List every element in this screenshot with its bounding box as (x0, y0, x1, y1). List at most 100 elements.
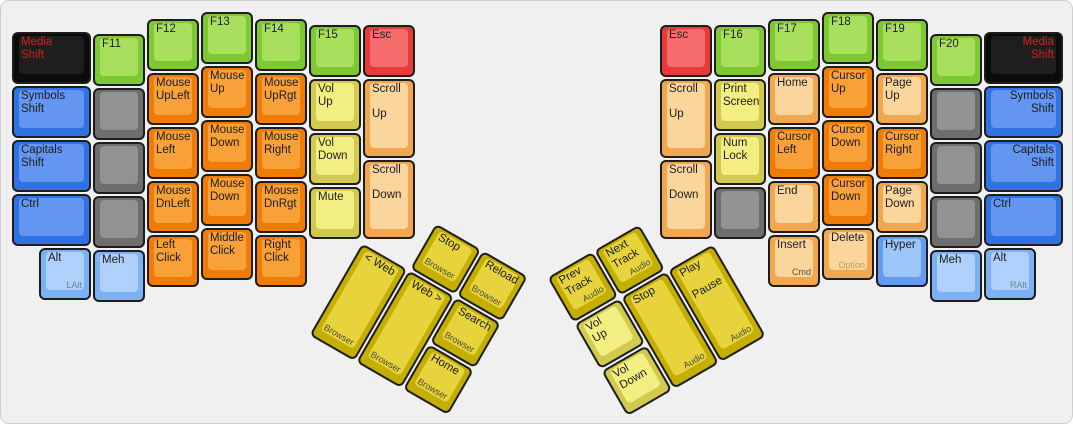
keycap-top-cursor-up: Cursor Up (829, 70, 867, 108)
keycap-top-delete: Delete Option (829, 232, 867, 270)
key-middle-click[interactable]: Middle Click (200, 227, 254, 281)
key-blank-right-1[interactable] (713, 186, 767, 240)
key-mouse-uprgt[interactable]: Mouse UpRgt (254, 72, 308, 126)
key-f18[interactable]: F18 (821, 11, 875, 65)
key-scroll-down-right[interactable]: Scroll Down (659, 159, 713, 240)
key-symbols-shift-left[interactable]: Symbols Shift (11, 85, 92, 139)
key-blank-right-4[interactable] (929, 195, 983, 249)
key-ctrl-left[interactable]: Ctrl (11, 193, 92, 247)
key-blank-left-2[interactable] (92, 141, 146, 195)
key-label-scroll-up-left: Scroll Up (372, 83, 401, 120)
key-alt-right[interactable]: Alt RAlt (983, 247, 1037, 301)
key-capitals-shift-right[interactable]: Capitals Shift (983, 139, 1064, 193)
keycap-blank-left-2 (93, 142, 145, 194)
key-mouse-down-1[interactable]: Mouse Down (200, 119, 254, 173)
key-f11[interactable]: F11 (92, 33, 146, 87)
key-esc-right[interactable]: Esc (659, 24, 713, 78)
keycap-top-blank-left-2 (100, 146, 138, 184)
key-sublabel-browser-search: Browser (442, 329, 477, 355)
key-mouse-up[interactable]: Mouse Up (200, 65, 254, 119)
key-meh-left[interactable]: Meh (92, 249, 146, 303)
key-label-symbols-shift-left: Symbols Shift (21, 90, 66, 115)
key-blank-left-1[interactable] (92, 87, 146, 141)
keycap-top-home: Home (775, 77, 813, 115)
key-f12[interactable]: F12 (146, 18, 200, 72)
keycap-f15: F15 (309, 25, 361, 77)
keycap-top-f12: F12 (154, 23, 192, 61)
key-blank-right-2[interactable] (929, 87, 983, 141)
key-label-esc-right: Esc (669, 29, 689, 41)
keycap-top-blank-left-3 (100, 200, 138, 238)
keycap-mouse-dnrgt: Mouse DnRgt (255, 181, 307, 233)
key-f14[interactable]: F14 (254, 18, 308, 72)
keycap-delete: Delete Option (822, 228, 874, 280)
keycap-mouse-upleft: Mouse UpLeft (147, 73, 199, 125)
key-f17[interactable]: F17 (767, 18, 821, 72)
keycap-top-f11: F11 (100, 38, 138, 76)
key-mouse-down-2[interactable]: Mouse Down (200, 173, 254, 227)
key-esc-left[interactable]: Esc (362, 24, 416, 78)
key-meh-right[interactable]: Meh (929, 249, 983, 303)
key-f19[interactable]: F19 (875, 18, 929, 72)
keycap-top-esc-right: Esc (667, 29, 705, 67)
keycap-cursor-left: Cursor Left (768, 127, 820, 179)
key-mouse-left[interactable]: Mouse Left (146, 126, 200, 180)
key-f15[interactable]: F15 (308, 24, 362, 78)
key-cursor-left[interactable]: Cursor Left (767, 126, 821, 180)
keycap-top-ctrl-left: Ctrl (19, 198, 84, 236)
keycap-top-capitals-shift-left: Capitals Shift (19, 144, 84, 182)
key-hyper[interactable]: Hyper (875, 234, 929, 288)
key-label-media-shift-left: Media Shift (21, 36, 53, 61)
key-mouse-dnrgt[interactable]: Mouse DnRgt (254, 180, 308, 234)
key-end[interactable]: End (767, 180, 821, 234)
key-print-screen[interactable]: Print Screen (713, 78, 767, 132)
keycap-media-shift-right: Media Shift (984, 32, 1063, 84)
key-f16[interactable]: F16 (713, 24, 767, 78)
key-right-click[interactable]: Right Click (254, 234, 308, 288)
keycap-top-vol-down-thumb: Vol Down (609, 352, 662, 405)
key-f13[interactable]: F13 (200, 11, 254, 65)
key-insert[interactable]: Insert Cmd (767, 234, 821, 288)
keycap-print-screen: Print Screen (714, 79, 766, 131)
keycap-top-symbols-shift-left: Symbols Shift (19, 90, 84, 128)
keycap-top-mouse-down-2: Mouse Down (208, 178, 246, 216)
key-mute[interactable]: Mute (308, 186, 362, 240)
keycap-top-vol-up-left: Vol Up (316, 83, 354, 121)
key-home[interactable]: Home (767, 72, 821, 126)
key-f20[interactable]: F20 (929, 33, 983, 87)
key-scroll-up-left[interactable]: Scroll Up (362, 78, 416, 159)
key-page-down[interactable]: Page Down (875, 180, 929, 234)
key-blank-left-3[interactable] (92, 195, 146, 249)
key-capitals-shift-left[interactable]: Capitals Shift (11, 139, 92, 193)
keycap-f12: F12 (147, 19, 199, 71)
key-label-f18: F18 (831, 16, 851, 28)
key-cursor-down-2[interactable]: Cursor Down (821, 173, 875, 227)
key-delete[interactable]: Delete Option (821, 227, 875, 281)
key-sublabel-browser-stop: Browser (422, 255, 457, 281)
key-num-lock[interactable]: Num Lock (713, 132, 767, 186)
key-blank-right-3[interactable] (929, 141, 983, 195)
keycap-top-browser-reload: Reload Browser (467, 257, 520, 310)
key-label-mouse-dnleft: Mouse DnLeft (156, 185, 191, 210)
key-media-shift-left[interactable]: Media Shift (11, 31, 92, 85)
key-symbols-shift-right[interactable]: Symbols Shift (983, 85, 1064, 139)
key-left-click[interactable]: Left Click (146, 234, 200, 288)
key-cursor-up[interactable]: Cursor Up (821, 65, 875, 119)
key-vol-down-left[interactable]: Vol Down (308, 132, 362, 186)
key-alt-left[interactable]: Alt LAlt (38, 247, 92, 301)
key-cursor-down-1[interactable]: Cursor Down (821, 119, 875, 173)
key-mouse-dnleft[interactable]: Mouse DnLeft (146, 180, 200, 234)
key-ctrl-right[interactable]: Ctrl (983, 193, 1064, 247)
key-mouse-upleft[interactable]: Mouse UpLeft (146, 72, 200, 126)
key-label-f12: F12 (156, 23, 176, 35)
key-page-up[interactable]: Page Up (875, 72, 929, 126)
key-scroll-down-left[interactable]: Scroll Down (362, 159, 416, 240)
key-label-f19: F19 (885, 23, 905, 35)
keycap-right-click: Right Click (255, 235, 307, 287)
key-media-shift-right[interactable]: Media Shift (983, 31, 1064, 85)
key-scroll-up-right[interactable]: Scroll Up (659, 78, 713, 159)
key-vol-up-left[interactable]: Vol Up (308, 78, 362, 132)
key-mouse-right[interactable]: Mouse Right (254, 126, 308, 180)
key-cursor-right[interactable]: Cursor Right (875, 126, 929, 180)
